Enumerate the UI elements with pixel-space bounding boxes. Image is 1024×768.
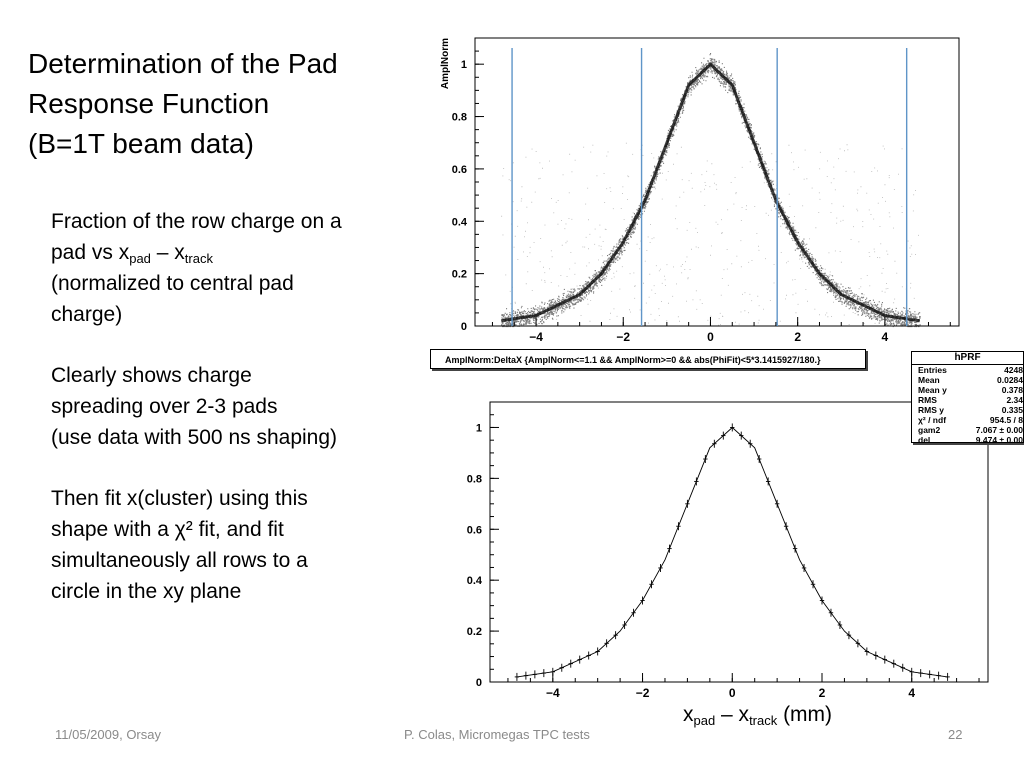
- x-tick-label: 0: [707, 330, 714, 344]
- y-tick-label: 0.6: [467, 524, 482, 536]
- stats-row: Mean y 0.378: [912, 385, 1023, 395]
- x-tick-label: 0: [729, 686, 736, 700]
- stats-value: 2.34: [1006, 395, 1023, 405]
- text-line: simultaneously all rows to a: [51, 549, 308, 572]
- x-axis-label: xpad – xtrack (mm): [683, 703, 832, 727]
- selection-label: AmplNorm:DeltaX {AmplNorm<=1.1 && AmplNo…: [430, 349, 866, 369]
- stats-key: RMS y: [918, 405, 944, 415]
- stats-row: χ² / ndf 954.5 / 8: [912, 415, 1023, 425]
- stats-key: RMS: [918, 395, 937, 405]
- y-tick-label: 0.8: [452, 112, 467, 124]
- subscript: pad: [693, 713, 716, 728]
- stats-value: 4248: [1004, 365, 1023, 375]
- y-tick-label: 0: [476, 677, 482, 689]
- y-tick-label: 0.4: [452, 216, 468, 228]
- y-tick-label: 0: [461, 321, 467, 333]
- text-line: (use data with 500 ns shaping): [51, 426, 338, 449]
- y-tick-label: 1: [461, 59, 467, 71]
- y-tick-label: 1: [476, 422, 482, 434]
- stats-key: del: [918, 435, 931, 443]
- stats-value: 0.378: [1001, 385, 1023, 395]
- stats-key: χ² / ndf: [918, 415, 947, 425]
- plot-frame: [489, 401, 989, 683]
- text-line: spreading over 2-3 pads: [51, 395, 278, 418]
- text-line: Clearly shows charge: [51, 364, 252, 387]
- axis-label-fragment: x: [683, 703, 694, 726]
- text-line: charge): [51, 303, 123, 326]
- stats-row: Entries 4248: [912, 365, 1023, 375]
- title-line: (B=1T beam data): [28, 128, 254, 159]
- footer-date: 11/05/2009, Orsay: [55, 727, 161, 742]
- stats-value: 9.474 ± 0.00: [975, 435, 1023, 443]
- page-number: 22: [948, 727, 963, 742]
- stats-row: gam2 7.067 ± 0.00: [912, 425, 1023, 435]
- stats-value: 7.067 ± 0.00: [975, 425, 1023, 435]
- stats-key: Entries: [918, 365, 947, 375]
- x-tick-label: 2: [794, 330, 801, 344]
- stats-value: 0.0284: [997, 375, 1023, 385]
- x-tick-label: 2: [819, 686, 826, 700]
- text-line: pad vs xpad – xtrack: [51, 237, 421, 268]
- slide-title: Determination of the Pad Response Functi…: [28, 44, 418, 164]
- method-paragraph: Then fit x(cluster) using this shape wit…: [51, 483, 421, 607]
- text-line: (normalized to central pad: [51, 272, 294, 295]
- y-tick-label: 0.4: [467, 575, 483, 587]
- text-line: Then fit x(cluster) using this: [51, 487, 308, 510]
- x-tick-label: −4: [529, 330, 543, 344]
- stats-value: 0.335: [1001, 405, 1023, 415]
- subscript: pad: [129, 251, 151, 266]
- axis-label-fragment: (mm): [777, 703, 833, 726]
- description-paragraph: Fraction of the row charge on a pad vs x…: [51, 206, 421, 330]
- stats-box: hPRF Entries 4248 Mean 0.0284 Mean y 0.378 …: [911, 351, 1024, 443]
- observation-paragraph: Clearly shows charge spreading over 2-3 …: [51, 360, 421, 453]
- y-tick-label: 0.8: [467, 473, 482, 485]
- title-line: Determination of the Pad: [28, 48, 338, 79]
- text-line: circle in the xy plane: [51, 580, 242, 603]
- x-tick-label: −2: [616, 330, 630, 344]
- stats-row: RMS y 0.335: [912, 405, 1023, 415]
- y-tick-label: 0.6: [452, 164, 467, 176]
- text-fragment: pad vs x: [51, 241, 130, 264]
- stats-row: del 9.474 ± 0.00: [912, 435, 1023, 443]
- text-fragment: – x: [150, 241, 185, 264]
- text-line: shape with a χ² fit, and fit: [51, 518, 284, 541]
- stats-title: hPRF: [912, 352, 1023, 365]
- stats-key: gam2: [918, 425, 941, 435]
- stats-value: 954.5 / 8: [989, 415, 1023, 425]
- prf-histogram-plot: −4 −2 0 2 4 0 0.2 0.4 0.6 0.8 1: [467, 401, 989, 700]
- x-tick-label: 4: [882, 330, 889, 344]
- x-tick-label: −2: [636, 686, 650, 700]
- y-tick-label: 0.2: [467, 626, 482, 638]
- stats-row: Mean 0.0284: [912, 375, 1023, 385]
- stats-key: Mean: [918, 375, 940, 385]
- x-tick-label: 4: [908, 686, 915, 700]
- plot-frame: [474, 37, 960, 327]
- text-line: Fraction of the row charge on a: [51, 210, 342, 233]
- stats-key: Mean y: [918, 385, 947, 395]
- subscript: track: [749, 713, 778, 728]
- stats-row: RMS 2.34: [912, 395, 1023, 405]
- y-axis-label: AmplNorm: [440, 38, 451, 89]
- footer-author: P. Colas, Micromegas TPC tests: [404, 727, 590, 742]
- scatter-plot-amplnorm: −4 −2 0 2 4 0 0.2 0.4 0.6 0.8 1 AmplNorm: [440, 37, 960, 344]
- y-tick-label: 0.2: [452, 269, 467, 281]
- subscript: track: [184, 251, 213, 266]
- x-tick-label: −4: [546, 686, 560, 700]
- density-ridge: [500, 62, 921, 323]
- title-line: Response Function: [28, 88, 270, 119]
- axis-label-fragment: – x: [715, 703, 750, 726]
